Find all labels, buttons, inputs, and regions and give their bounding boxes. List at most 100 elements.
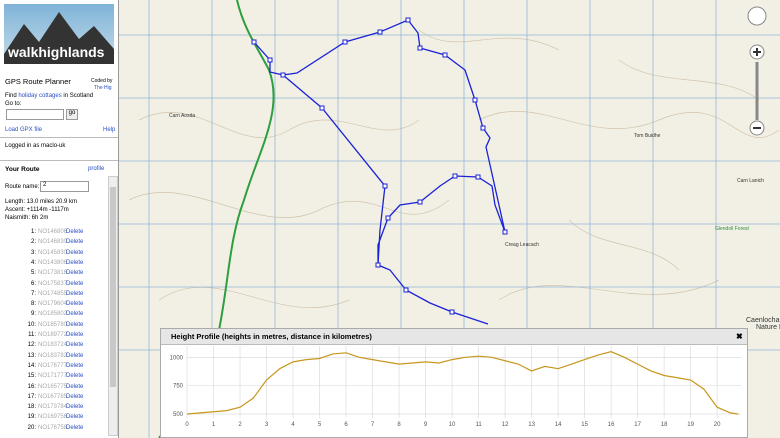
delete-link[interactable]: Delete [66, 393, 84, 400]
x-tick-label: 0 [185, 422, 189, 428]
logo-text: walkhighlands [8, 44, 105, 60]
x-tick-label: 8 [397, 422, 401, 428]
point-index: 16: [27, 383, 36, 390]
point-index: 18: [27, 404, 36, 411]
goto-input[interactable] [6, 109, 64, 120]
find-prefix: Find [5, 93, 17, 99]
x-tick-label: 16 [608, 422, 615, 428]
x-tick-label: 13 [528, 422, 535, 428]
grid-ref: NO173816 [38, 270, 68, 277]
grid-ref: NO189772 [38, 332, 68, 338]
point-index: 4: [30, 259, 36, 266]
zoom-control[interactable] [747, 6, 767, 136]
map-label: Carn Aosda [169, 113, 195, 119]
point-index: 17: [27, 393, 36, 400]
route-ascent: Ascent: +1114m -1117m [5, 207, 69, 213]
route-naismith: Naismith: 6h 2m [5, 215, 49, 221]
point-index: 14: [27, 362, 36, 369]
coder-link[interactable]: The Hig [94, 85, 112, 91]
delete-link[interactable]: Delete [66, 249, 84, 256]
x-tick-label: 6 [344, 422, 348, 428]
delete-link[interactable]: Delete [66, 414, 84, 421]
profile-title: Height Profile (heights in metres, dista… [171, 332, 372, 341]
delete-link[interactable]: Delete [66, 239, 84, 246]
scrollbar[interactable] [108, 176, 118, 436]
point-index: 12: [27, 342, 36, 349]
x-tick-label: 1 [212, 422, 216, 428]
point-index: 11: [28, 332, 36, 338]
delete-link[interactable]: Delete [66, 280, 84, 287]
grid-ref: NO165775 [38, 383, 68, 390]
go-button[interactable]: go [66, 109, 78, 120]
delete-link[interactable]: Delete [66, 332, 84, 338]
delete-link[interactable]: Delete [66, 259, 84, 266]
load-gpx-link[interactable]: Load GPX file [5, 127, 43, 133]
x-tick-label: 7 [371, 422, 375, 428]
grid-ref: NO179604 [38, 301, 68, 308]
point-index: 7: [30, 290, 36, 297]
route-name-input[interactable]: 2 [40, 181, 89, 192]
x-tick-label: 14 [555, 422, 562, 428]
profile-link[interactable]: profile [88, 166, 105, 172]
point-index: 9: [30, 311, 36, 318]
x-tick-label: 20 [714, 422, 721, 428]
x-tick-label: 11 [475, 422, 482, 428]
grid-ref: NO183782 [38, 352, 68, 359]
y-tick-label: 500 [173, 412, 184, 418]
cottages-link[interactable]: holiday cottages [18, 93, 62, 99]
grid-ref: NO146806 [38, 229, 68, 235]
route-heading: Your Route [5, 166, 40, 173]
map-label: Tom Buidhe [634, 133, 661, 139]
delete-link[interactable]: Delete [66, 270, 84, 277]
delete-link[interactable]: Delete [66, 321, 84, 328]
delete-link[interactable]: Delete [66, 311, 84, 318]
x-tick-label: 2 [238, 422, 242, 428]
delete-link[interactable]: Delete [66, 352, 84, 359]
point-index: 20: [27, 424, 36, 431]
delete-link[interactable]: Delete [66, 373, 84, 380]
delete-link[interactable]: Delete [66, 229, 84, 235]
app-title: GPS Route Planner [5, 77, 71, 86]
grid-ref: NO183724 [38, 342, 68, 349]
grid-ref: NO145830 [38, 249, 68, 256]
delete-link[interactable]: Delete [66, 424, 84, 431]
sidebar: walkhighlands GPS Route Planner Coded by… [0, 0, 119, 438]
delete-link[interactable]: Delete [66, 404, 84, 411]
point-index: 3: [30, 249, 36, 256]
grid-ref: NO176777 [38, 362, 68, 369]
close-button[interactable]: ✖ [736, 332, 743, 341]
x-tick-label: 15 [581, 422, 588, 428]
profile-line [186, 351, 739, 415]
point-index: 15: [27, 373, 36, 380]
grid-ref: NO174855 [38, 290, 68, 297]
grid-ref: NO169756 [38, 414, 68, 421]
point-index: 6: [30, 280, 36, 287]
logo[interactable]: walkhighlands [4, 4, 114, 64]
goto-label: Go to: [5, 101, 22, 107]
point-index: 19: [27, 414, 36, 421]
delete-link[interactable]: Delete [66, 362, 84, 369]
grid-ref: NO146830 [38, 239, 68, 246]
x-tick-label: 3 [265, 422, 269, 428]
y-tick-label: 1000 [170, 355, 184, 361]
grid-ref: NO185802 [38, 311, 68, 318]
profile-panel: Height Profile (heights in metres, dista… [160, 328, 748, 438]
grid-ref: NO173784 [38, 404, 68, 411]
find-text: Find holiday cottages in Scotland [5, 93, 93, 99]
coded-by: Coded by [91, 78, 113, 84]
delete-link[interactable]: Delete [66, 342, 84, 349]
route-length: Length: 13.0 miles 20.9 km [5, 199, 78, 205]
x-tick-label: 4 [291, 422, 295, 428]
x-tick-label: 12 [502, 422, 509, 428]
delete-link[interactable]: Delete [66, 301, 84, 308]
route-name-label: Route name: [5, 184, 40, 190]
grid-ref: NO167785 [38, 393, 68, 400]
delete-link[interactable]: Delete [66, 383, 84, 390]
help-link[interactable]: Help [103, 127, 116, 133]
delete-link[interactable]: Delete [66, 290, 84, 297]
grid-ref: NO171777 [38, 373, 68, 380]
x-tick-label: 10 [449, 422, 456, 428]
point-index: 5: [30, 270, 36, 277]
y-tick-label: 750 [173, 384, 184, 390]
